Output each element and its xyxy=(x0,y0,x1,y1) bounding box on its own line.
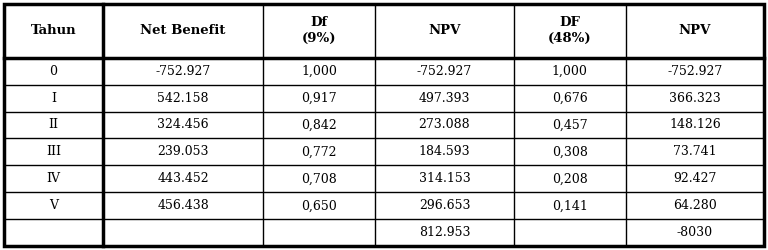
Text: 0,708: 0,708 xyxy=(301,172,337,186)
Text: 0: 0 xyxy=(49,64,58,78)
Text: 73.741: 73.741 xyxy=(674,146,717,158)
Text: 1,000: 1,000 xyxy=(301,64,337,78)
Text: 0,308: 0,308 xyxy=(552,146,588,158)
Text: V: V xyxy=(49,199,58,212)
Text: 0,772: 0,772 xyxy=(302,146,337,158)
Text: NPV: NPV xyxy=(679,24,711,37)
Text: 0,208: 0,208 xyxy=(552,172,588,186)
Text: 239.053: 239.053 xyxy=(157,146,209,158)
Text: III: III xyxy=(46,146,61,158)
Text: 812.953: 812.953 xyxy=(419,226,470,239)
Text: 64.280: 64.280 xyxy=(674,199,717,212)
Text: 0,457: 0,457 xyxy=(552,118,588,132)
Text: 366.323: 366.323 xyxy=(669,92,721,104)
Text: 273.088: 273.088 xyxy=(419,118,470,132)
Text: -752.927: -752.927 xyxy=(667,64,723,78)
Text: 497.393: 497.393 xyxy=(419,92,470,104)
Text: 184.593: 184.593 xyxy=(419,146,470,158)
Text: 1,000: 1,000 xyxy=(552,64,588,78)
Text: 148.126: 148.126 xyxy=(669,118,721,132)
Text: -8030: -8030 xyxy=(677,226,713,239)
Text: 0,842: 0,842 xyxy=(301,118,337,132)
Text: 542.158: 542.158 xyxy=(157,92,209,104)
Text: II: II xyxy=(48,118,58,132)
Text: 314.153: 314.153 xyxy=(419,172,470,186)
Text: -752.927: -752.927 xyxy=(155,64,210,78)
Text: 324.456: 324.456 xyxy=(157,118,209,132)
Text: Df
(9%): Df (9%) xyxy=(302,16,336,45)
Text: 92.427: 92.427 xyxy=(674,172,717,186)
Text: 456.438: 456.438 xyxy=(157,199,209,212)
Text: 443.452: 443.452 xyxy=(157,172,209,186)
Text: 0,917: 0,917 xyxy=(301,92,337,104)
Text: Net Benefit: Net Benefit xyxy=(141,24,226,37)
Text: -752.927: -752.927 xyxy=(417,64,472,78)
Text: DF
(48%): DF (48%) xyxy=(548,16,591,45)
Text: Tahun: Tahun xyxy=(31,24,76,37)
Text: I: I xyxy=(51,92,56,104)
Text: NPV: NPV xyxy=(429,24,461,37)
Text: 0,676: 0,676 xyxy=(552,92,588,104)
Text: 296.653: 296.653 xyxy=(419,199,470,212)
Text: 0,141: 0,141 xyxy=(552,199,588,212)
Text: IV: IV xyxy=(47,172,61,186)
Text: 0,650: 0,650 xyxy=(301,199,337,212)
